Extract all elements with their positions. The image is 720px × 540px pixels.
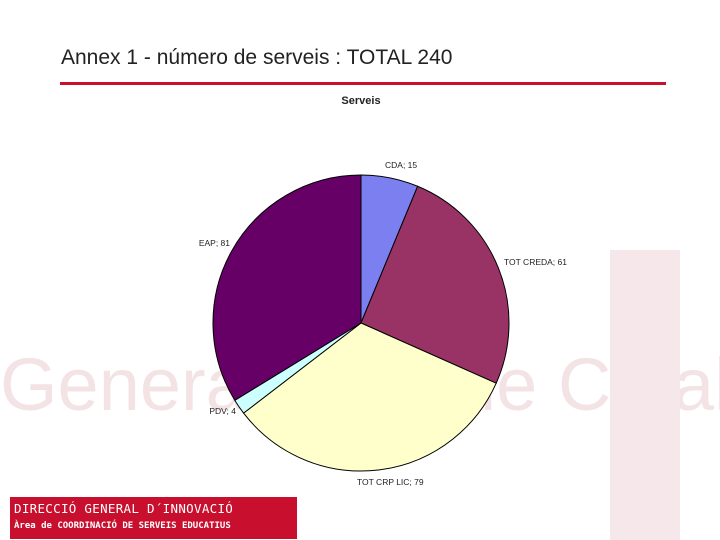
slice-label-cda: CDA; 15 xyxy=(385,160,417,170)
title-divider xyxy=(60,82,666,85)
slice-label-tot-creda: TOT CREDA; 61 xyxy=(504,257,567,267)
chart-title: Serveis xyxy=(341,95,380,107)
slice-label-pdv: PDV; 4 xyxy=(209,406,236,416)
slice-label-tot-crp-lic: TOT CRP LIC; 79 xyxy=(357,477,424,487)
watermark-bar xyxy=(610,250,680,540)
pie-slice-tot-crp-lic xyxy=(242,322,497,472)
pie-slices xyxy=(212,174,510,472)
pie-slice-tot-creda xyxy=(360,185,510,384)
pie-slice-labels: CDA; 15 TOT CREDA; 61 TOT CRP LIC; 79 PDV; … xyxy=(199,160,567,487)
page-title: Annex 1 - número de serveis : TOTAL 240 xyxy=(61,46,453,69)
footer-banner: DIRECCIÓ GENERAL D´INNOVACIÓ Àrea de COO… xyxy=(10,497,297,539)
slice-label-eap: EAP; 81 xyxy=(199,238,230,248)
footer-department: DIRECCIÓ GENERAL D´INNOVACIÓ xyxy=(14,501,234,516)
footer-area: Àrea de COORDINACIÓ DE SERVEIS EDUCATIUS xyxy=(14,521,231,531)
pie-slice-eap xyxy=(212,174,362,402)
